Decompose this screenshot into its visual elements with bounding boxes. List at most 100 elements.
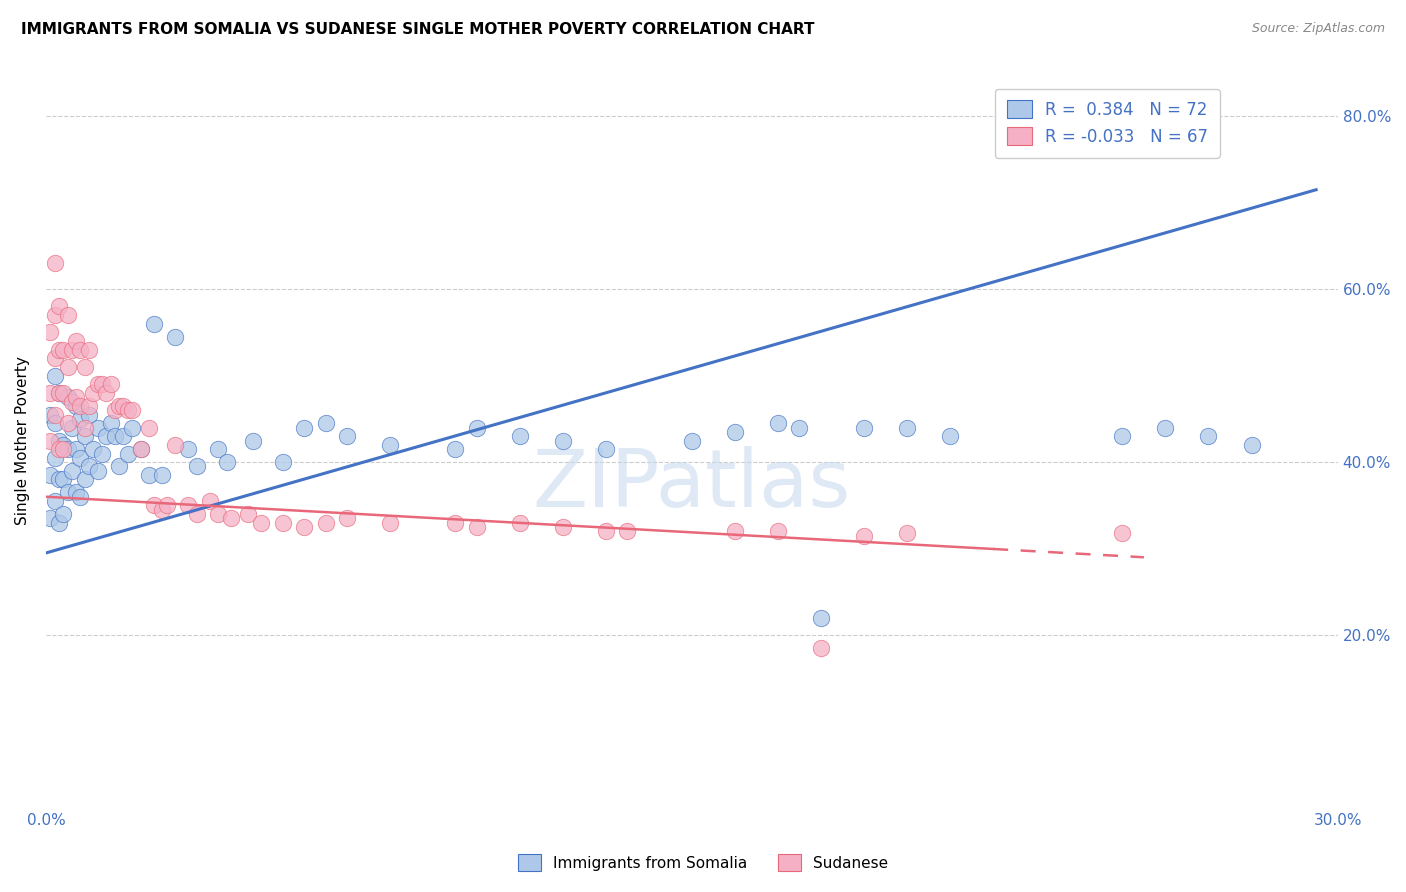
- Point: [73, 429, 96, 443]
- Point: [336, 511, 359, 525]
- Point: [77, 343, 100, 357]
- Point: [292, 420, 315, 434]
- Legend: Immigrants from Somalia, Sudanese: Immigrants from Somalia, Sudanese: [512, 848, 894, 877]
- Point: [82, 386, 104, 401]
- Point: [315, 516, 337, 530]
- Point: [207, 507, 229, 521]
- Point: [65, 399, 87, 413]
- Point: [65, 485, 87, 500]
- Point: [39, 408, 62, 422]
- Point: [39, 326, 62, 340]
- Point: [165, 330, 187, 344]
- Point: [939, 429, 962, 443]
- Point: [766, 524, 789, 539]
- Point: [65, 442, 87, 457]
- Point: [724, 524, 747, 539]
- Point: [44, 450, 66, 465]
- Point: [60, 464, 83, 478]
- Point: [250, 516, 273, 530]
- Point: [595, 442, 617, 457]
- Legend: R =  0.384   N = 72, R = -0.033   N = 67: R = 0.384 N = 72, R = -0.033 N = 67: [995, 88, 1219, 158]
- Point: [380, 516, 402, 530]
- Point: [108, 399, 131, 413]
- Point: [238, 507, 260, 521]
- Point: [69, 399, 91, 413]
- Point: [39, 386, 62, 401]
- Point: [48, 434, 70, 448]
- Point: [44, 351, 66, 366]
- Point: [150, 502, 173, 516]
- Point: [56, 359, 79, 374]
- Point: [186, 507, 208, 521]
- Point: [509, 429, 531, 443]
- Point: [108, 459, 131, 474]
- Point: [69, 412, 91, 426]
- Point: [39, 434, 62, 448]
- Point: [271, 455, 294, 469]
- Point: [142, 499, 165, 513]
- Point: [60, 394, 83, 409]
- Point: [112, 399, 135, 413]
- Point: [69, 343, 91, 357]
- Point: [44, 256, 66, 270]
- Point: [65, 390, 87, 404]
- Point: [52, 438, 75, 452]
- Point: [86, 464, 108, 478]
- Point: [91, 377, 114, 392]
- Point: [86, 377, 108, 392]
- Point: [100, 416, 122, 430]
- Point: [52, 343, 75, 357]
- Point: [129, 442, 152, 457]
- Point: [104, 429, 127, 443]
- Point: [215, 455, 238, 469]
- Point: [616, 524, 638, 539]
- Point: [1198, 429, 1220, 443]
- Point: [138, 420, 160, 434]
- Point: [444, 442, 467, 457]
- Text: ZIPatlas: ZIPatlas: [533, 446, 851, 524]
- Point: [271, 516, 294, 530]
- Point: [52, 442, 75, 457]
- Y-axis label: Single Mother Poverty: Single Mother Poverty: [15, 356, 30, 525]
- Point: [219, 511, 242, 525]
- Point: [39, 468, 62, 483]
- Point: [112, 429, 135, 443]
- Point: [292, 520, 315, 534]
- Point: [336, 429, 359, 443]
- Point: [44, 416, 66, 430]
- Point: [48, 442, 70, 457]
- Point: [198, 494, 221, 508]
- Point: [96, 386, 118, 401]
- Point: [121, 420, 143, 434]
- Point: [104, 403, 127, 417]
- Point: [60, 420, 83, 434]
- Point: [1154, 420, 1177, 434]
- Point: [82, 442, 104, 457]
- Point: [207, 442, 229, 457]
- Point: [44, 408, 66, 422]
- Point: [789, 420, 811, 434]
- Point: [155, 499, 177, 513]
- Text: Source: ZipAtlas.com: Source: ZipAtlas.com: [1251, 22, 1385, 36]
- Point: [56, 442, 79, 457]
- Point: [810, 611, 832, 625]
- Point: [165, 438, 187, 452]
- Point: [91, 446, 114, 460]
- Point: [77, 459, 100, 474]
- Point: [853, 420, 876, 434]
- Point: [56, 390, 79, 404]
- Point: [142, 317, 165, 331]
- Point: [129, 442, 152, 457]
- Point: [724, 425, 747, 439]
- Point: [96, 429, 118, 443]
- Point: [242, 434, 264, 448]
- Point: [896, 420, 918, 434]
- Point: [48, 343, 70, 357]
- Point: [551, 520, 574, 534]
- Point: [150, 468, 173, 483]
- Point: [186, 459, 208, 474]
- Point: [65, 334, 87, 348]
- Point: [48, 300, 70, 314]
- Text: IMMIGRANTS FROM SOMALIA VS SUDANESE SINGLE MOTHER POVERTY CORRELATION CHART: IMMIGRANTS FROM SOMALIA VS SUDANESE SING…: [21, 22, 814, 37]
- Point: [44, 368, 66, 383]
